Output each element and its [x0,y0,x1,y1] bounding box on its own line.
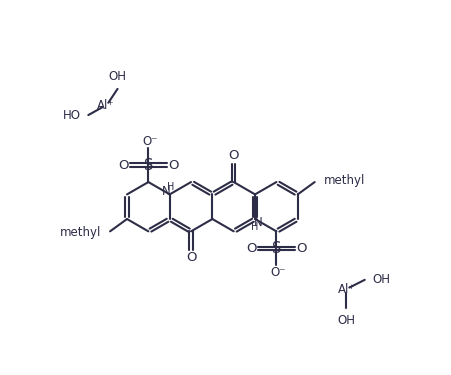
Text: OH: OH [109,70,127,83]
Text: O: O [247,242,257,255]
Text: Al⁺: Al⁺ [337,284,355,296]
Text: OH: OH [373,273,391,286]
Text: O⁻: O⁻ [270,266,285,279]
Text: O⁻: O⁻ [142,135,158,148]
Text: OH: OH [337,315,355,327]
Text: HO: HO [63,109,81,122]
Text: N: N [254,216,262,229]
Text: O: O [119,159,129,172]
Text: N: N [162,185,171,198]
Text: H: H [251,222,258,232]
Text: H: H [167,182,174,192]
Text: methyl: methyl [60,226,101,239]
Text: S: S [144,158,153,172]
Text: O: O [168,159,178,172]
Text: O: O [186,251,196,264]
Text: O: O [229,149,239,162]
Text: methyl: methyl [324,174,365,187]
Text: O: O [296,242,306,255]
Text: S: S [272,241,281,256]
Text: Al⁺: Al⁺ [97,99,114,111]
